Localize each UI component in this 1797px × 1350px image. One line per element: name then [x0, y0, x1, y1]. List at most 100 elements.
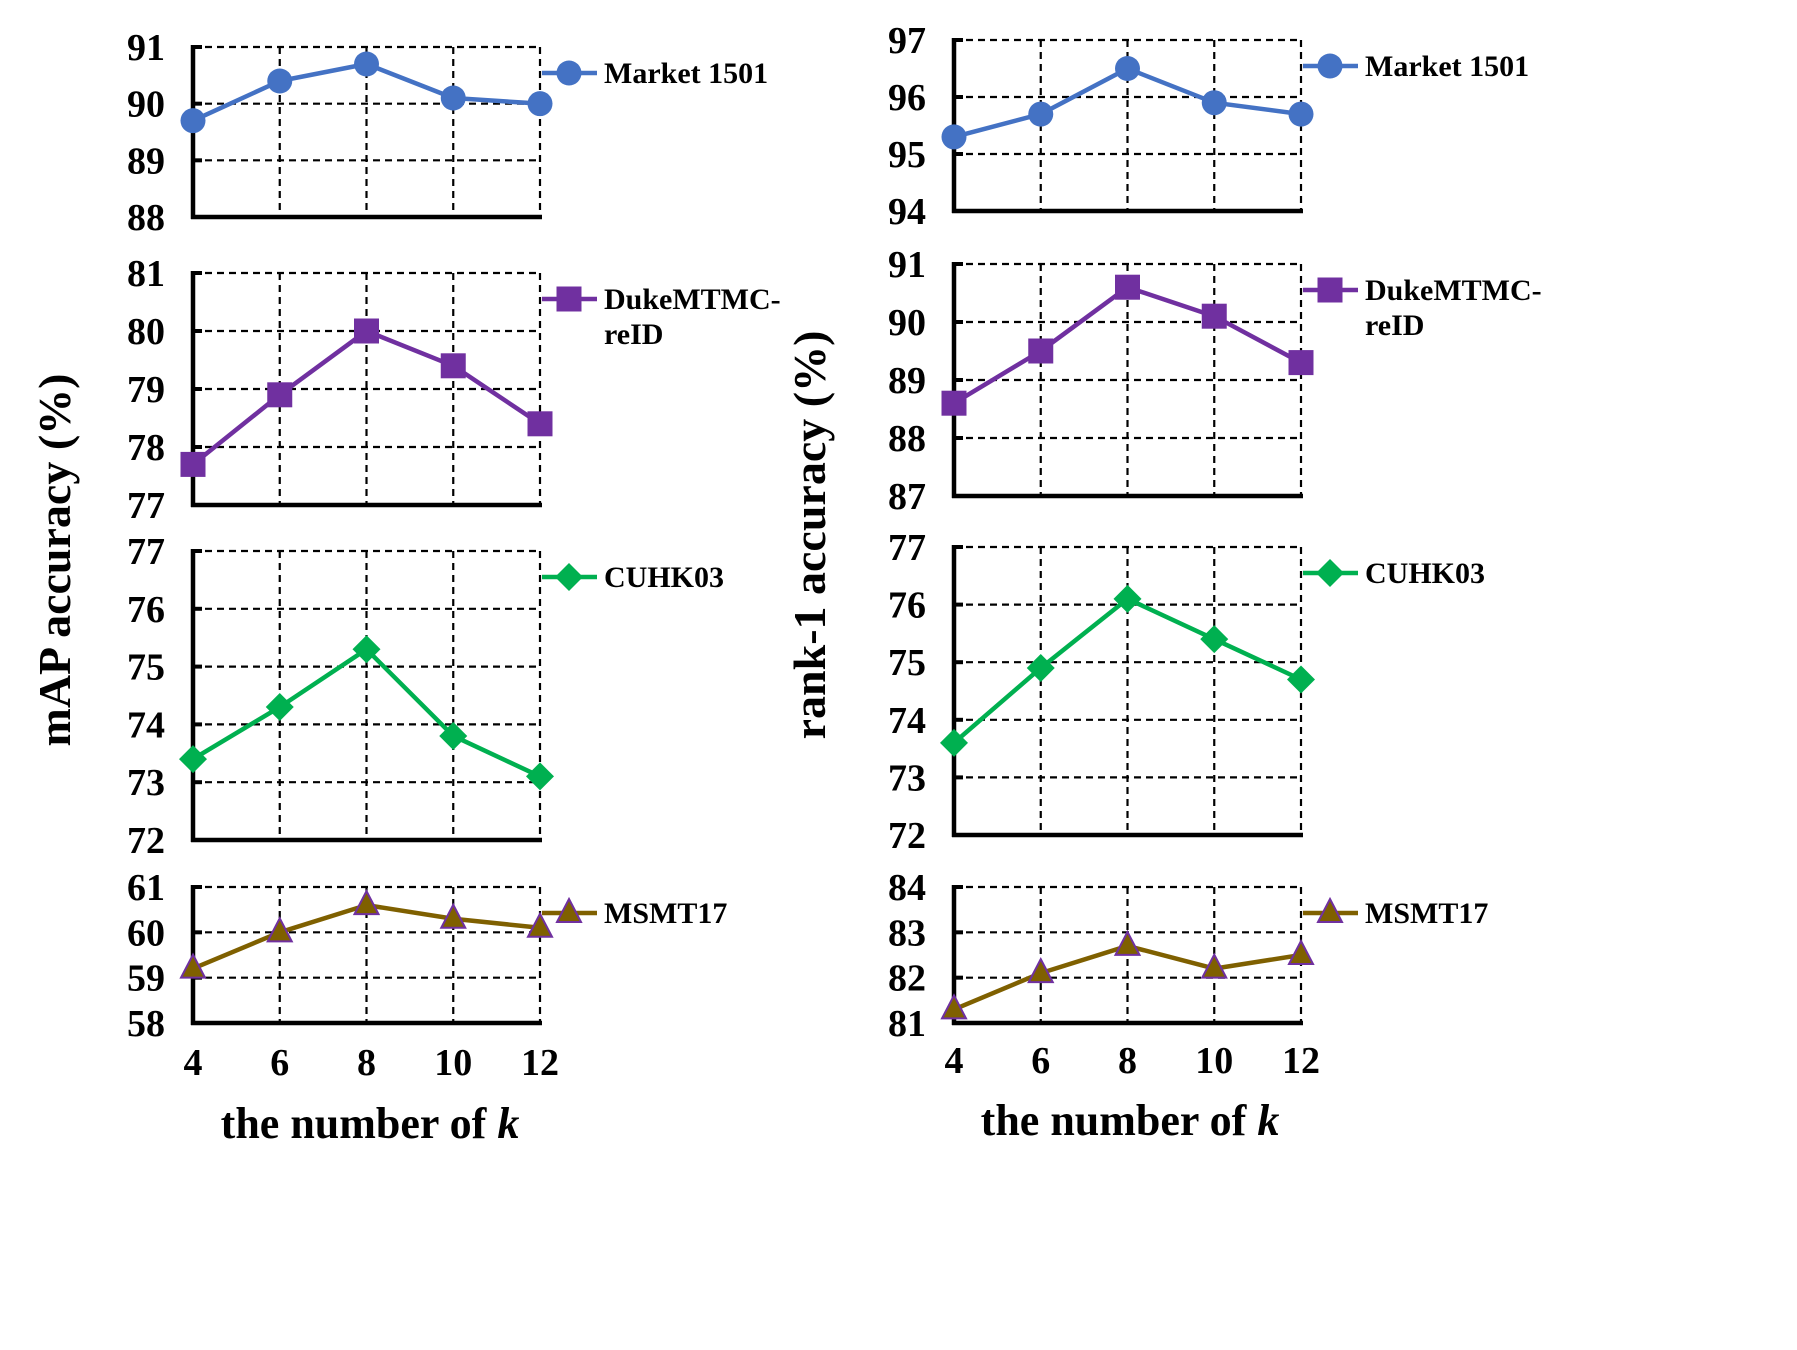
y-tick-label: 91	[888, 244, 926, 286]
data-point	[179, 952, 207, 979]
data-point	[527, 91, 553, 117]
x-tick-label: 8	[357, 1042, 376, 1084]
y-tick-label: 77	[888, 527, 926, 569]
y-tick-label: 75	[127, 647, 165, 689]
y-tick-label: 81	[888, 1003, 926, 1045]
legend-label: MSMT17	[1365, 897, 1488, 930]
legend: DukeMTMC-reID	[542, 283, 781, 351]
x-axis-label: the number of k	[221, 1099, 520, 1148]
y-tick-label: 89	[127, 140, 165, 182]
legend-label: reID	[604, 318, 663, 351]
legend-label: DukeMTMC-	[604, 283, 781, 316]
y-tick-label: 81	[127, 253, 165, 295]
y-tick-label: 90	[888, 302, 926, 344]
y-tick-label: 59	[127, 958, 165, 1000]
legend: CUHK03	[542, 561, 724, 594]
data-point	[352, 888, 381, 916]
x-tick-label: 10	[1195, 1040, 1233, 1082]
y-tick-label: 79	[127, 369, 165, 411]
data-point	[526, 911, 554, 938]
data-point	[1287, 938, 1315, 965]
legend-marker	[1316, 559, 1344, 587]
legend: MSMT17	[1303, 896, 1488, 930]
y-tick-label: 60	[127, 912, 165, 954]
legend-marker	[555, 896, 583, 923]
y-tick-label: 76	[888, 585, 926, 627]
x-axis-label-variable: k	[497, 1099, 519, 1148]
data-point	[180, 451, 206, 477]
x-tick-label: 8	[1118, 1040, 1137, 1082]
data-point	[179, 745, 207, 774]
grid	[193, 885, 542, 1023]
data-point	[267, 382, 293, 408]
y-tick-label: 76	[127, 589, 165, 631]
y-tick-label: 95	[888, 134, 926, 176]
right-subplot-2: 87 88 89 90 91 DukeMTMC-reID	[888, 244, 1542, 518]
y-tick-label: 80	[127, 311, 165, 353]
legend-marker	[1317, 277, 1343, 303]
x-axis-label-variable: k	[1257, 1096, 1279, 1145]
x-tick-label: 6	[270, 1042, 289, 1084]
right-panel: 94 95 96 97 Market 1501 87 88 89 90 91 DukeMTMC-re…	[784, 20, 1542, 1145]
data-point	[180, 108, 206, 134]
data-point	[941, 124, 967, 150]
y-tick-label: 87	[888, 476, 926, 518]
y-tick-label: 77	[127, 485, 165, 527]
y-tick-label: 90	[127, 84, 165, 126]
y-tick-label: 75	[888, 642, 926, 684]
legend: Market 1501	[1303, 50, 1529, 83]
data-point	[440, 85, 466, 111]
data-point	[352, 635, 381, 664]
data-point	[940, 728, 968, 757]
legend: MSMT17	[542, 896, 727, 930]
data-point	[1027, 956, 1055, 984]
y-tick-label: 88	[127, 197, 165, 239]
y-tick-label: 73	[888, 757, 926, 799]
left-subplot-3: 72 73 74 75 76 77 CUHK03	[127, 531, 724, 862]
legend-marker	[556, 286, 582, 312]
y-tick-label: 96	[888, 77, 926, 119]
grid	[954, 262, 1303, 496]
data-point	[1200, 952, 1228, 979]
data-point	[440, 353, 466, 379]
x-axis-label: the number of k	[981, 1096, 1280, 1145]
data-point	[941, 390, 967, 416]
y-tick-label: 77	[127, 531, 165, 573]
y-tick-label: 72	[127, 820, 165, 862]
left-panel: 88 89 90 91 Market 1501 77 78 79 80 81 DukeMTMC-re…	[29, 27, 781, 1148]
data-point	[1287, 665, 1315, 694]
legend-label: reID	[1365, 309, 1424, 342]
left-subplot-1: 88 89 90 91 Market 1501	[127, 27, 768, 239]
y-tick-label: 58	[127, 1003, 165, 1045]
data-point	[354, 318, 379, 344]
data-point	[354, 51, 379, 77]
data-point	[439, 721, 468, 750]
x-tick-label: 4	[184, 1042, 203, 1084]
y-tick-label: 72	[888, 815, 926, 857]
y-tick-label: 73	[127, 762, 165, 804]
x-tick-label: 12	[1282, 1040, 1320, 1082]
legend: DukeMTMC-reID	[1303, 274, 1542, 342]
data-point	[526, 762, 554, 791]
data-point	[265, 693, 294, 722]
y-tick-label: 82	[888, 958, 926, 1000]
y-tick-label: 89	[888, 360, 926, 402]
y-tick-label: 83	[888, 912, 926, 954]
x-tick-label: 4	[945, 1040, 964, 1082]
y-axis-label: rank-1 accuracy (%)	[784, 331, 835, 740]
legend: Market 1501	[542, 57, 768, 90]
x-tick-label: 6	[1031, 1040, 1050, 1082]
data-point	[267, 68, 293, 94]
y-tick-label: 84	[888, 867, 926, 909]
y-tick-label: 78	[127, 427, 165, 469]
legend-label: CUHK03	[1365, 557, 1485, 590]
x-axis-label-text: the number of	[981, 1096, 1258, 1145]
grid	[193, 549, 542, 840]
data-point	[1113, 584, 1142, 613]
legend-marker	[555, 563, 583, 591]
x-tick-label: 10	[434, 1042, 472, 1084]
grid	[193, 271, 542, 505]
right-subplot-1: 94 95 96 97 Market 1501	[888, 20, 1529, 233]
